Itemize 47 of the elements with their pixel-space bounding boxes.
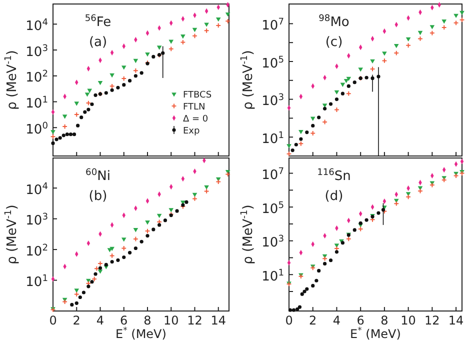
y-tick-label: 10$^{3}$ <box>262 93 284 110</box>
x-tick-label: 14 <box>210 314 226 328</box>
x-tick-label: 2 <box>72 314 80 328</box>
y-tick-label: 10$^{2}$ <box>26 70 48 86</box>
x-tick-label: 4 <box>96 314 104 328</box>
annotation: (d) <box>324 189 344 204</box>
annotation: $^{116}$Sn <box>317 168 351 184</box>
x-tick-label: 10 <box>163 314 179 328</box>
y-tick-label: 10$^{7}$ <box>262 18 284 34</box>
y-tick-label: 10$^{1}$ <box>262 130 284 147</box>
y-tick-label: 10$^{5}$ <box>262 55 284 72</box>
annotation: (a) <box>88 35 108 50</box>
legend-label: FTLN <box>183 102 206 112</box>
y-tick-label: 10$^{4}$ <box>26 182 48 198</box>
x-tick-label: 14 <box>448 314 464 328</box>
annotation: $^{60}$Ni <box>86 168 110 184</box>
legend-label: FTBCS <box>183 90 212 100</box>
x-tick-label: 10 <box>400 314 416 328</box>
x-tick-label: 2 <box>309 314 317 328</box>
x-tick-label: 6 <box>356 314 364 328</box>
y-tick-label: 10$^{2}$ <box>26 243 48 260</box>
y-tick-label: 10$^{3}$ <box>26 44 48 60</box>
annotation: (b) <box>88 189 108 204</box>
x-tick-label: 12 <box>187 314 202 328</box>
y-tick-label: 10$^{3}$ <box>26 212 48 229</box>
x-tick-label: 0 <box>49 314 57 328</box>
x-tick-label: 8 <box>380 314 388 328</box>
x-tick-label: 12 <box>424 314 440 328</box>
y-tick-label: 10$^{5}$ <box>262 200 284 217</box>
legend-label: Δ = 0 <box>183 114 208 124</box>
y-tick-label: 10$^{3}$ <box>262 234 284 251</box>
annotation: (c) <box>325 35 343 50</box>
y-tick-label: 10$^{1}$ <box>262 268 284 284</box>
x-tick-label: 8 <box>144 314 152 328</box>
x-tick-label: 0 <box>285 314 293 328</box>
y-tick-label: 10$^{1}$ <box>26 96 48 112</box>
annotation: $^{56}$Fe <box>84 14 112 30</box>
x-axis-title: E$^{*}$ (MeV) <box>116 325 166 341</box>
x-axis-title: E$^{*}$ (MeV) <box>350 325 401 341</box>
y-tick-label: 10$^{0}$ <box>26 121 48 138</box>
y-tick-label: 10$^{7}$ <box>262 167 284 184</box>
legend-label: Exp <box>183 126 200 136</box>
annotation: $^{98}$Mo <box>318 14 350 30</box>
y-tick-label: 10$^{1}$ <box>26 274 48 290</box>
x-tick-label: 6 <box>120 314 128 328</box>
y-tick-label: 10$^{4}$ <box>26 18 48 34</box>
x-tick-label: 4 <box>332 314 341 328</box>
